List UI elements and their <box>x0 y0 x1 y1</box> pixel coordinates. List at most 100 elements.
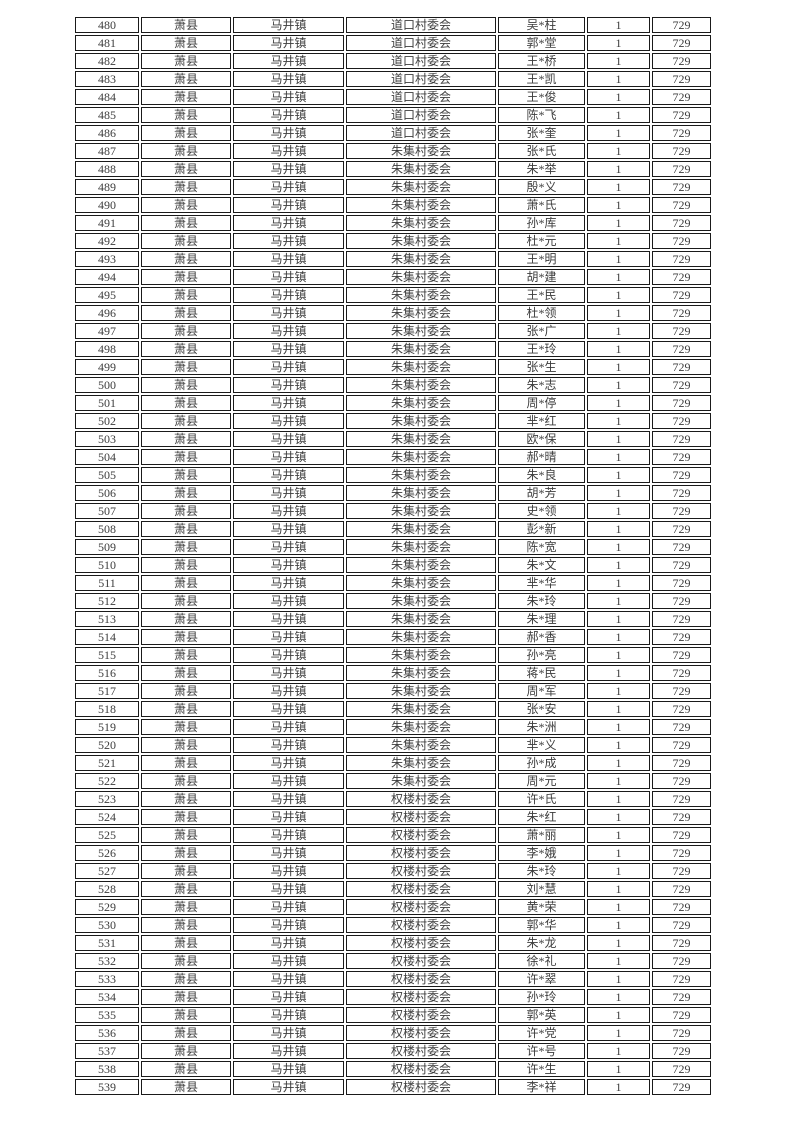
name-cell: 彭*新 <box>498 521 585 537</box>
county-cell: 萧县 <box>141 1079 231 1095</box>
village-cell: 朱集村委会 <box>346 629 496 645</box>
table-row: 507 萧县 马井镇 朱集村委会 史*领 1 729 <box>75 503 711 519</box>
county-cell: 萧县 <box>141 917 231 933</box>
village-cell: 权楼村委会 <box>346 863 496 879</box>
count-cell: 1 <box>587 1025 650 1041</box>
seq-cell: 513 <box>75 611 139 627</box>
code-cell: 729 <box>652 341 711 357</box>
county-cell: 萧县 <box>141 737 231 753</box>
name-cell: 萧*丽 <box>498 827 585 843</box>
code-cell: 729 <box>652 1025 711 1041</box>
village-cell: 朱集村委会 <box>346 557 496 573</box>
name-cell: 芈*华 <box>498 575 585 591</box>
county-cell: 萧县 <box>141 521 231 537</box>
code-cell: 729 <box>652 989 711 1005</box>
village-cell: 朱集村委会 <box>346 683 496 699</box>
count-cell: 1 <box>587 413 650 429</box>
county-cell: 萧县 <box>141 539 231 555</box>
town-cell: 马井镇 <box>233 143 344 159</box>
count-cell: 1 <box>587 35 650 51</box>
count-cell: 1 <box>587 287 650 303</box>
county-cell: 萧县 <box>141 71 231 87</box>
count-cell: 1 <box>587 359 650 375</box>
table-row: 529 萧县 马井镇 权楼村委会 黄*荣 1 729 <box>75 899 711 915</box>
town-cell: 马井镇 <box>233 359 344 375</box>
seq-cell: 515 <box>75 647 139 663</box>
code-cell: 729 <box>652 251 711 267</box>
seq-cell: 509 <box>75 539 139 555</box>
county-cell: 萧县 <box>141 485 231 501</box>
table-row: 491 萧县 马井镇 朱集村委会 孙*库 1 729 <box>75 215 711 231</box>
town-cell: 马井镇 <box>233 251 344 267</box>
table-row: 518 萧县 马井镇 朱集村委会 张*安 1 729 <box>75 701 711 717</box>
code-cell: 729 <box>652 89 711 105</box>
county-cell: 萧县 <box>141 845 231 861</box>
county-cell: 萧县 <box>141 449 231 465</box>
village-cell: 朱集村委会 <box>346 431 496 447</box>
county-cell: 萧县 <box>141 1061 231 1077</box>
count-cell: 1 <box>587 557 650 573</box>
count-cell: 1 <box>587 107 650 123</box>
table-row: 517 萧县 马井镇 朱集村委会 周*军 1 729 <box>75 683 711 699</box>
village-cell: 道口村委会 <box>346 71 496 87</box>
county-cell: 萧县 <box>141 701 231 717</box>
count-cell: 1 <box>587 521 650 537</box>
village-cell: 朱集村委会 <box>346 575 496 591</box>
name-cell: 王*桥 <box>498 53 585 69</box>
table-row: 510 萧县 马井镇 朱集村委会 朱*文 1 729 <box>75 557 711 573</box>
village-cell: 权楼村委会 <box>346 989 496 1005</box>
name-cell: 李*娥 <box>498 845 585 861</box>
seq-cell: 501 <box>75 395 139 411</box>
town-cell: 马井镇 <box>233 107 344 123</box>
county-cell: 萧县 <box>141 935 231 951</box>
count-cell: 1 <box>587 125 650 141</box>
count-cell: 1 <box>587 143 650 159</box>
seq-cell: 487 <box>75 143 139 159</box>
town-cell: 马井镇 <box>233 629 344 645</box>
county-cell: 萧县 <box>141 1025 231 1041</box>
count-cell: 1 <box>587 1043 650 1059</box>
county-cell: 萧县 <box>141 773 231 789</box>
seq-cell: 538 <box>75 1061 139 1077</box>
table-row: 509 萧县 马井镇 朱集村委会 陈*宽 1 729 <box>75 539 711 555</box>
count-cell: 1 <box>587 719 650 735</box>
name-cell: 朱*理 <box>498 611 585 627</box>
county-cell: 萧县 <box>141 179 231 195</box>
village-cell: 朱集村委会 <box>346 593 496 609</box>
seq-cell: 485 <box>75 107 139 123</box>
town-cell: 马井镇 <box>233 341 344 357</box>
name-cell: 朱*红 <box>498 809 585 825</box>
county-cell: 萧县 <box>141 611 231 627</box>
seq-cell: 530 <box>75 917 139 933</box>
name-cell: 朱*举 <box>498 161 585 177</box>
name-cell: 王*民 <box>498 287 585 303</box>
county-cell: 萧县 <box>141 125 231 141</box>
village-cell: 权楼村委会 <box>346 845 496 861</box>
county-cell: 萧县 <box>141 863 231 879</box>
county-cell: 萧县 <box>141 287 231 303</box>
table-row: 534 萧县 马井镇 权楼村委会 孙*玲 1 729 <box>75 989 711 1005</box>
village-cell: 权楼村委会 <box>346 809 496 825</box>
town-cell: 马井镇 <box>233 611 344 627</box>
count-cell: 1 <box>587 899 650 915</box>
village-cell: 朱集村委会 <box>346 665 496 681</box>
table-row: 535 萧县 马井镇 权楼村委会 郭*英 1 729 <box>75 1007 711 1023</box>
code-cell: 729 <box>652 1079 711 1095</box>
name-cell: 黄*荣 <box>498 899 585 915</box>
table-row: 537 萧县 马井镇 权楼村委会 许*号 1 729 <box>75 1043 711 1059</box>
village-cell: 权楼村委会 <box>346 1079 496 1095</box>
county-cell: 萧县 <box>141 1043 231 1059</box>
seq-cell: 516 <box>75 665 139 681</box>
county-cell: 萧县 <box>141 629 231 645</box>
village-cell: 道口村委会 <box>346 89 496 105</box>
code-cell: 729 <box>652 521 711 537</box>
town-cell: 马井镇 <box>233 791 344 807</box>
table-row: 515 萧县 马井镇 朱集村委会 孙*亮 1 729 <box>75 647 711 663</box>
seq-cell: 517 <box>75 683 139 699</box>
name-cell: 郝*香 <box>498 629 585 645</box>
table-row: 538 萧县 马井镇 权楼村委会 许*生 1 729 <box>75 1061 711 1077</box>
name-cell: 郝*晴 <box>498 449 585 465</box>
seq-cell: 534 <box>75 989 139 1005</box>
county-cell: 萧县 <box>141 377 231 393</box>
count-cell: 1 <box>587 863 650 879</box>
